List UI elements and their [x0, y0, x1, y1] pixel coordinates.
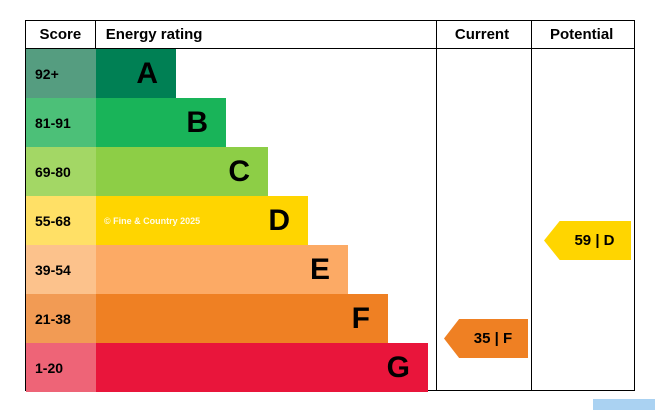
band-letter: G — [386, 350, 410, 384]
band-bar-f: F — [96, 294, 388, 343]
band-row-e: 39-54 E — [26, 245, 634, 294]
band-bar-c: C — [96, 147, 268, 196]
chart-header: Score Energy rating Current Potential — [26, 21, 634, 49]
header-score: Score — [26, 21, 96, 48]
band-row-a: 92+ A — [26, 49, 634, 98]
band-bar-d: © Fine & Country 2025 D — [96, 196, 308, 245]
current-column-divider — [436, 21, 437, 390]
band-bar-g: G — [96, 343, 428, 392]
band-letter: B — [186, 105, 208, 139]
band-row-c: 69-80 C — [26, 147, 634, 196]
band-score-c: 69-80 — [26, 147, 96, 196]
band-row-b: 81-91 B — [26, 98, 634, 147]
band-letter: E — [309, 252, 330, 286]
band-score-label: 55-68 — [35, 212, 71, 229]
band-score-a: 92+ — [26, 49, 96, 98]
band-row-d: 55-68 © Fine & Country 2025 D — [26, 196, 634, 245]
band-bar-e: E — [96, 245, 348, 294]
copyright-watermark: © Fine & Country 2025 — [104, 215, 201, 226]
potential-rating-arrow: 59 | D — [544, 221, 631, 260]
band-score-label: 81-91 — [35, 114, 71, 131]
band-score-e: 39-54 — [26, 245, 96, 294]
band-score-g: 1-20 — [26, 343, 96, 392]
potential-column-divider — [531, 21, 532, 390]
band-letter: D — [268, 203, 290, 237]
band-score-label: 1-20 — [35, 359, 64, 376]
band-score-b: 81-91 — [26, 98, 96, 147]
band-row-f: 21-38 F — [26, 294, 634, 343]
band-bar-a: A — [96, 49, 176, 98]
band-rows: 92+ A 81-91 B 69-80 C — [26, 49, 634, 392]
band-letter: C — [228, 154, 250, 188]
header-potential: Potential — [550, 26, 614, 43]
band-score-label: 69-80 — [35, 163, 71, 180]
band-letter: A — [136, 56, 158, 90]
band-bar-b: B — [96, 98, 226, 147]
bottom-right-accent — [593, 399, 655, 410]
band-score-f: 21-38 — [26, 294, 96, 343]
band-score-label: 21-38 — [35, 310, 71, 327]
band-score-label: 92+ — [35, 65, 59, 82]
band-score-label: 39-54 — [35, 261, 71, 278]
band-letter: F — [351, 301, 370, 335]
header-current: Current — [454, 26, 510, 43]
band-row-g: 1-20 G — [26, 343, 634, 392]
header-energy-rating: Energy rating — [105, 26, 203, 43]
epc-chart: Score Energy rating Current Potential 92… — [25, 20, 635, 392]
current-rating-arrow: 35 | F — [444, 319, 528, 358]
band-score-d: 55-68 — [26, 196, 96, 245]
